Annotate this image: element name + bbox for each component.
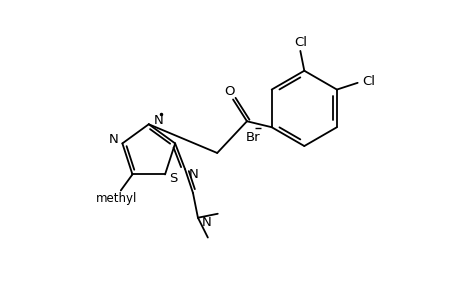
Text: N: N (202, 216, 211, 229)
Text: O: O (224, 85, 234, 98)
Text: Cl: Cl (293, 37, 306, 50)
Text: N: N (189, 168, 198, 181)
Text: Cl: Cl (361, 75, 374, 88)
Text: N: N (108, 133, 118, 146)
Text: S: S (168, 172, 177, 185)
Text: methyl: methyl (96, 192, 137, 205)
Text: N: N (153, 114, 163, 127)
Text: Br: Br (245, 130, 260, 144)
